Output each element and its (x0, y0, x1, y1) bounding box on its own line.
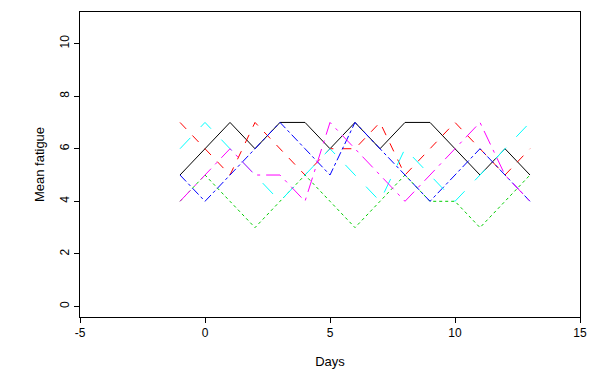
svg-text:10: 10 (448, 326, 462, 340)
svg-text:0: 0 (202, 326, 209, 340)
svg-text:Mean fatigue: Mean fatigue (32, 127, 47, 202)
svg-text:6: 6 (58, 143, 72, 150)
svg-text:4: 4 (58, 196, 72, 203)
svg-text:Days: Days (315, 354, 345, 369)
svg-text:15: 15 (573, 326, 587, 340)
svg-text:8: 8 (58, 91, 72, 98)
svg-text:0: 0 (58, 301, 72, 308)
svg-text:10: 10 (58, 35, 72, 49)
svg-text:5: 5 (327, 326, 334, 340)
svg-text:2: 2 (58, 248, 72, 255)
svg-text:-5: -5 (75, 326, 86, 340)
